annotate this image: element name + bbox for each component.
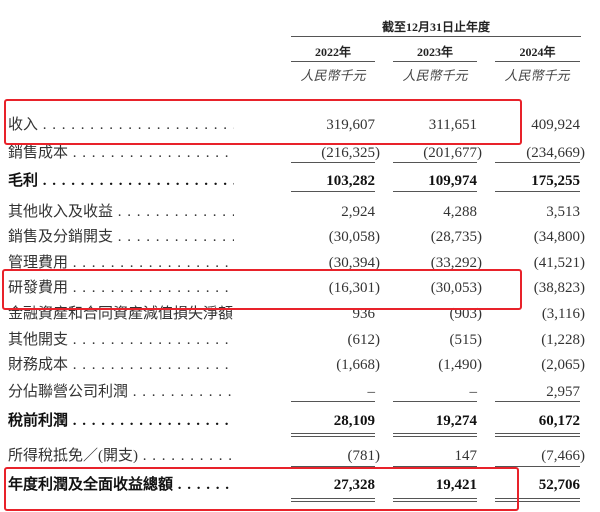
year-2023: 2023年 [416,45,453,59]
row-label: 所得稅抵免／(開支) [8,445,234,467]
value-2022: (16,301) [328,280,380,296]
year-2022: 2022年 [314,45,351,59]
row-label: 金融資產和合同資產減值損失淨額 [8,303,234,325]
row-label: 研發費用 [8,277,234,299]
table-row: 收入 319,607 311,651 409,924 [8,114,588,136]
row-label: 財務成本 [8,354,234,376]
row-label: 稅前利潤 [8,410,234,432]
value-2024: (41,521) [533,255,585,271]
value-2024: 175,255 [531,173,580,189]
unit-label: 人民幣千元 [300,68,366,83]
row-label: 其他開支 [8,329,234,351]
value-2023: 19,274 [435,413,477,429]
header-rule [291,36,581,37]
value-2022: – [367,384,376,400]
value-2022: 2,924 [341,204,375,220]
value-2023: 4,288 [443,204,477,220]
highlight-box-total [4,467,519,511]
value-2023: (903) [449,306,483,322]
value-2024: (234,669) [526,145,585,161]
row-label: 其他收入及收益 [8,201,234,223]
value-2023: 311,651 [428,117,477,133]
value-2022: (216,325) [321,145,380,161]
table-row: 管理費用 (30,394) (33,292) (41,521) [8,252,588,274]
table-row: 毛利 103,282 109,974 175,255 [8,170,588,192]
row-label: 毛利 [8,170,234,192]
table-row: 分佔聯營公司利潤 – – 2,957 [8,381,588,403]
row-label: 銷售及分銷開支 [8,226,234,248]
value-2022: (1,668) [336,357,380,373]
value-2023: (515) [449,332,483,348]
value-2022: 27,328 [333,477,375,493]
table-row: 年度利潤及全面收益總額 27,328 19,421 52,706 [8,474,588,496]
value-2022: (612) [347,332,381,348]
value-2024: (3,116) [541,306,585,322]
value-2024: 3,513 [546,204,580,220]
row-label: 管理費用 [8,252,234,274]
unit-label: 人民幣千元 [402,68,468,83]
value-2024: (1,228) [541,332,585,348]
row-label: 收入 [8,114,234,136]
row-label: 銷售成本 [8,142,234,164]
value-2024: (34,800) [533,229,585,245]
value-2022: (781) [347,448,381,464]
unit-label: 人民幣千元 [504,68,570,83]
table-row: 金融資產和合同資產減值損失淨額 936 (903) (3,116) [8,303,588,325]
table-row: 其他開支 (612) (515) (1,228) [8,329,588,351]
table-row: 所得稅抵免／(開支) (781) 147 (7,466) [8,445,588,467]
value-2023: (28,735) [430,229,482,245]
year-2024: 2024年 [519,45,556,59]
value-2023: 109,974 [428,173,477,189]
value-2022: 28,109 [333,413,375,429]
year-rule [495,61,580,62]
value-2024: (2,065) [541,357,585,373]
table-row: 銷售及分銷開支 (30,058) (28,735) (34,800) [8,226,588,248]
highlight-box-revenue [4,99,522,145]
row-label: 年度利潤及全面收益總額 [8,474,234,496]
table-row: 財務成本 (1,668) (1,490) (2,065) [8,354,588,376]
value-2023: (33,292) [430,255,482,271]
value-2024: 409,924 [531,117,580,133]
value-2023: (30,053) [430,280,482,296]
value-2024: 2,957 [546,384,580,400]
value-2023: (201,677) [423,145,482,161]
value-2023: – [469,384,478,400]
value-2024: (38,823) [533,280,585,296]
table-row: 研發費用 (16,301) (30,053) (38,823) [8,277,588,299]
year-rule [393,61,477,62]
highlight-box-rnd [2,269,522,310]
table-row: 稅前利潤 28,109 19,274 60,172 [8,410,588,432]
value-2022: 936 [352,306,376,322]
value-2024: 60,172 [538,413,580,429]
period-header: 截至12月31日止年度 [381,20,490,34]
value-2024: (7,466) [541,448,585,464]
value-2022: 319,607 [326,117,375,133]
row-label: 分佔聯營公司利潤 [8,381,234,403]
value-2022: (30,394) [328,255,380,271]
value-2023: 19,421 [435,477,477,493]
value-2023: (1,490) [438,357,482,373]
value-2022: 103,282 [326,173,375,189]
value-2024: 52,706 [538,477,580,493]
value-2023: 147 [454,448,478,464]
year-rule [291,61,375,62]
table-row: 銷售成本 (216,325) (201,677) (234,669) [8,142,588,164]
table-row: 其他收入及收益 2,924 4,288 3,513 [8,201,588,223]
value-2022: (30,058) [328,229,380,245]
